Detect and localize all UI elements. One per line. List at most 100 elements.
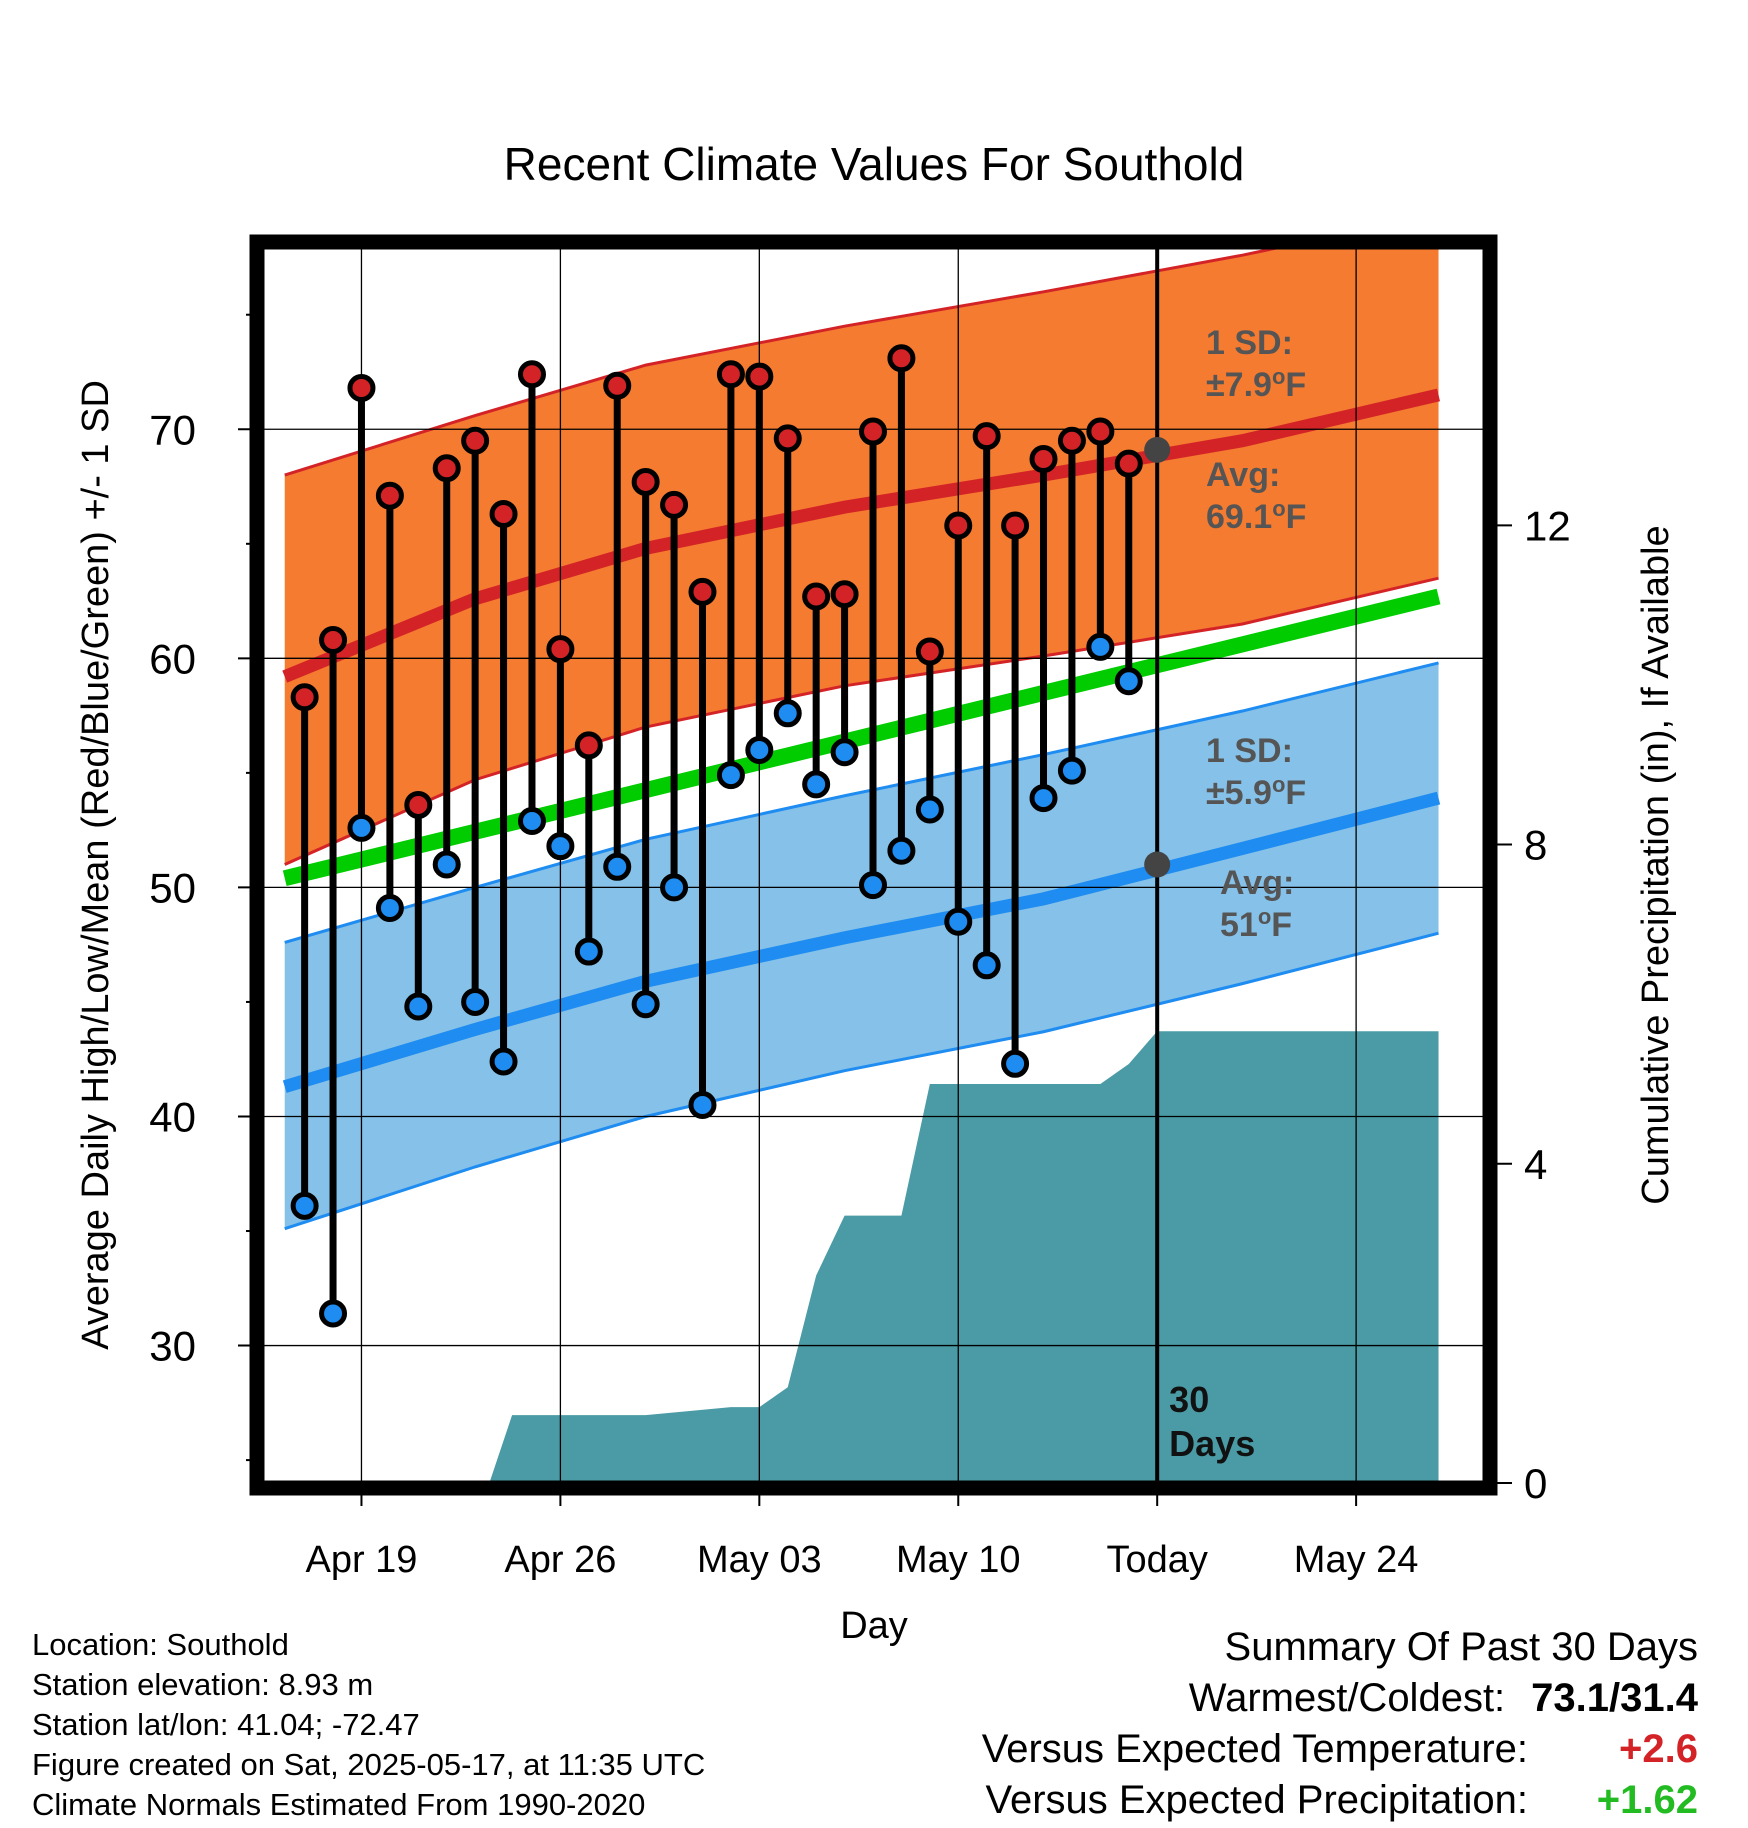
daily-high-point (745, 362, 774, 391)
daily-low-point (688, 1091, 717, 1120)
daily-high-point (603, 371, 632, 400)
low-avg-label-line1: Avg: (1220, 864, 1294, 902)
low-sd-label-line1: 1 SD: (1206, 732, 1293, 770)
daily-high-point (546, 635, 575, 664)
low-sd-label-line2: ±5.9oF (1206, 772, 1306, 813)
high-sd-label-line2: ±7.9oF (1206, 364, 1306, 405)
y2-tick-label: 0 (1524, 1460, 1547, 1507)
daily-high-point (404, 790, 433, 819)
daily-high-point (887, 344, 916, 373)
daily-low-point (461, 987, 490, 1016)
x-axis-label: Day (840, 1605, 908, 1647)
daily-high-point (375, 481, 404, 510)
low-sd-band (284, 662, 1439, 1229)
low-avg-marker (1144, 851, 1171, 878)
high-sd-label-line1: 1 SD: (1206, 324, 1293, 362)
daily-low-point (319, 1299, 348, 1328)
plot-area (282, 246, 1441, 1483)
high-avg-label-line1: Avg: (1206, 456, 1280, 494)
daily-low-point (631, 990, 660, 1019)
low-normal-line (282, 791, 1441, 1093)
high-avg-label-line2: 69.1oF (1206, 496, 1306, 537)
normals-text: Climate Normals Estimated From 1990-2020 (32, 1787, 646, 1822)
created-text: Figure created on Sat, 2025-05-17, at 11… (32, 1747, 706, 1782)
daily-high-point (517, 360, 546, 389)
precip-area (489, 1031, 1439, 1483)
y-tick-label: 40 (149, 1093, 196, 1140)
y2-axis-label: Cumulative Precipitation (in), If Availa… (1635, 525, 1677, 1204)
daily-high-point (290, 683, 319, 712)
daily-high-point (631, 467, 660, 496)
x-tick-label: May 10 (896, 1539, 1021, 1581)
daily-low-point (546, 832, 575, 861)
daily-high-point (1029, 445, 1058, 474)
daily-low-point (745, 735, 774, 764)
daily-low-point (660, 873, 689, 902)
daily-high-point (972, 422, 1001, 451)
daily-low-point (1114, 667, 1143, 696)
x-tick-label: Today (1106, 1539, 1207, 1581)
daily-low-point (404, 992, 433, 1021)
station-info: Location: Southold Station elevation: 8.… (32, 1625, 705, 1825)
daily-low-point (1001, 1049, 1030, 1078)
daily-high-point (660, 490, 689, 519)
plot-frame (249, 234, 1498, 1496)
low-lower-edge (284, 931, 1439, 1231)
daily-high-point (773, 424, 802, 453)
daily-low-point (432, 850, 461, 879)
temp-departure-label: Versus Expected Temperature: (981, 1727, 1528, 1771)
summary-panel: Summary Of Past 30 Days Warmest/Coldest:… (798, 1622, 1698, 1826)
daily-low-point (489, 1047, 518, 1076)
warmest-coldest-value: 73.1/31.4 (1531, 1676, 1698, 1720)
y2-tick-label: 4 (1524, 1141, 1547, 1188)
daily-high-point (1114, 449, 1143, 478)
daily-high-point (1057, 426, 1086, 455)
low-avg-label-line2: 51oF (1220, 904, 1292, 945)
daily-low-point (1057, 756, 1086, 785)
x-tick-label: May 03 (697, 1539, 822, 1581)
daily-high-point (1086, 417, 1115, 446)
elevation-text: Station elevation: 8.93 m (32, 1667, 374, 1702)
daily-high-point (432, 454, 461, 483)
precip-departure-value: +1.62 (1596, 1778, 1698, 1822)
daily-low-point (915, 795, 944, 824)
temp-departure-value: +2.6 (1619, 1727, 1698, 1771)
daily-high-point (944, 511, 973, 540)
daily-low-point (290, 1191, 319, 1220)
x-tick-label: May 24 (1294, 1539, 1419, 1581)
daily-high-point (489, 500, 518, 529)
location-text: Location: Southold (32, 1627, 289, 1662)
daily-high-point (830, 580, 859, 609)
daily-low-point (517, 806, 546, 835)
daily-low-point (716, 761, 745, 790)
daily-low-point (859, 871, 887, 900)
high-sd-band (284, 246, 1439, 865)
high-upper-edge (284, 246, 1294, 477)
latlon-text: Station lat/lon: 41.04; -72.47 (32, 1707, 420, 1742)
chart-title: Recent Climate Values For Southold (504, 138, 1245, 190)
temp-departure-row: Versus Expected Temperature: +2.6 (798, 1724, 1698, 1775)
daily-low-point (1029, 784, 1058, 813)
daily-low-point (802, 770, 831, 799)
daily-low-point (1086, 632, 1115, 661)
daily-low-point (773, 699, 802, 728)
today-window-label: 30 (1169, 1379, 1209, 1420)
daily-low-point (347, 813, 376, 842)
precip-departure-label: Versus Expected Precipitation: (985, 1778, 1528, 1822)
y-tick-label: 60 (149, 635, 196, 682)
daily-low-point (944, 907, 973, 936)
daily-high-point (688, 577, 717, 606)
y-tick-label: 50 (149, 864, 196, 911)
high-avg-marker (1144, 436, 1171, 463)
daily-high-point (461, 426, 490, 455)
daily-low-point (830, 738, 859, 767)
warmest-coldest-row: Warmest/Coldest: 73.1/31.4 (798, 1673, 1698, 1724)
daily-low-point (375, 894, 404, 923)
daily-high-point (347, 374, 376, 403)
daily-high-point (716, 360, 745, 389)
daily-low-point (574, 937, 603, 966)
daily-low-point (887, 836, 916, 865)
daily-high-point (859, 417, 887, 446)
summary-title: Summary Of Past 30 Days (1224, 1625, 1698, 1669)
